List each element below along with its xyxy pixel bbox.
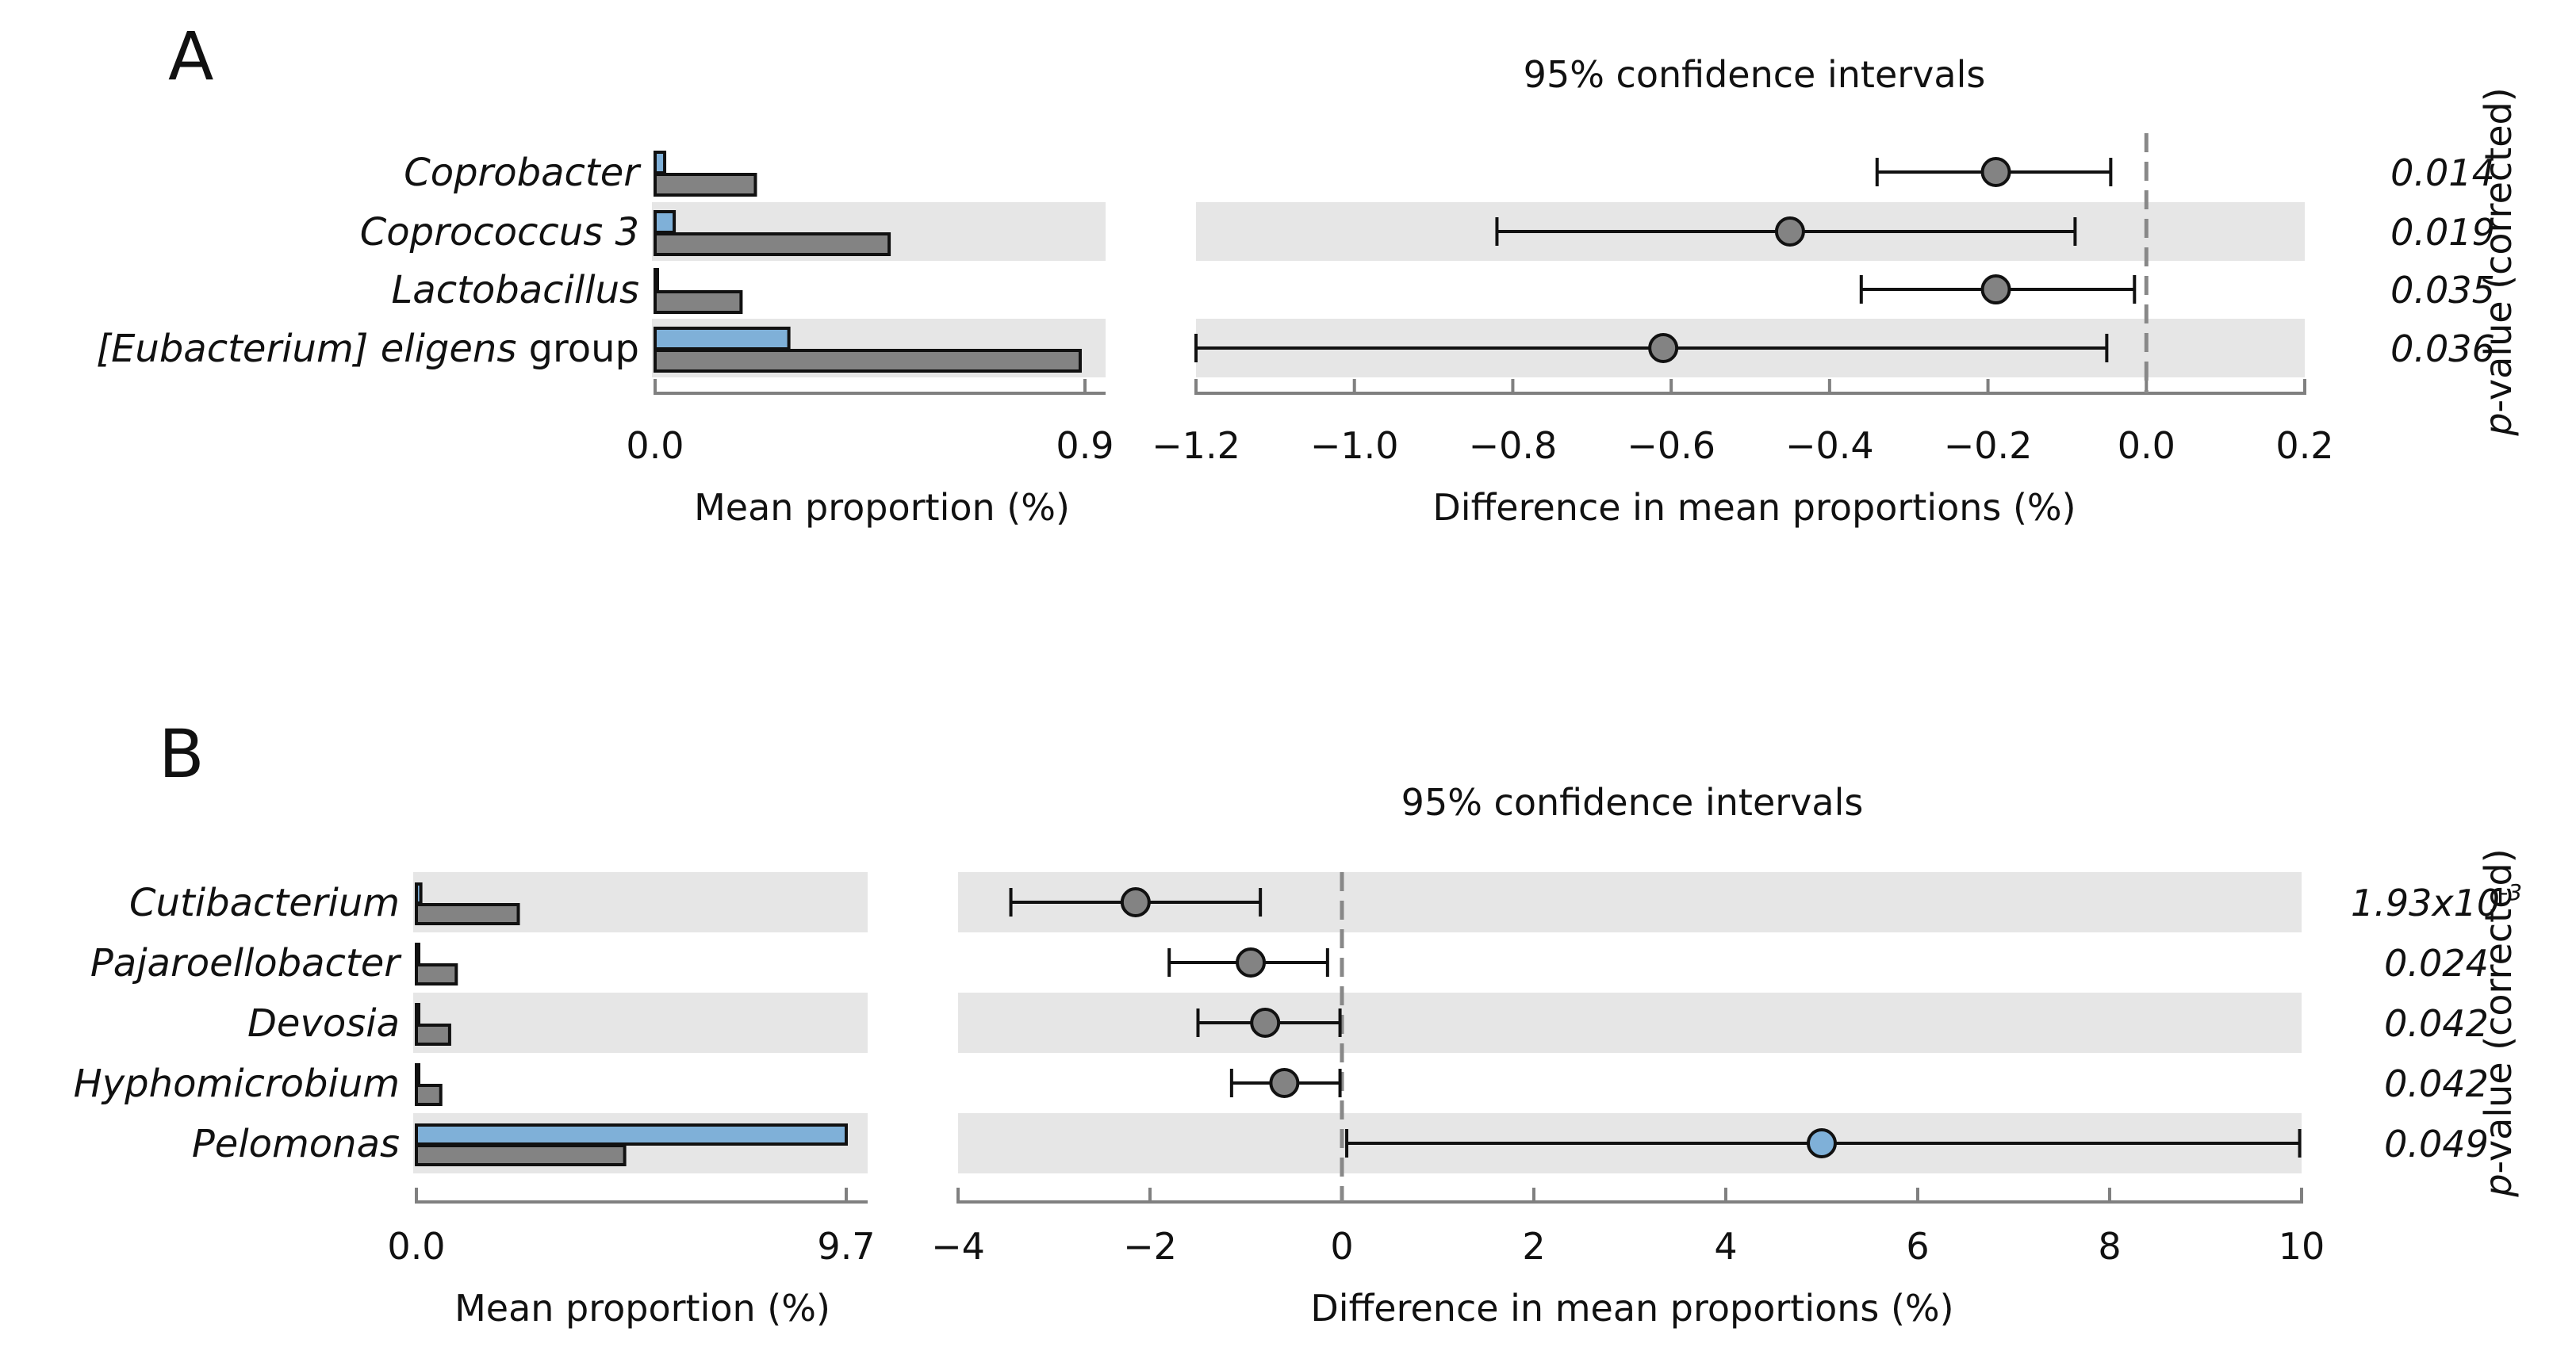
taxon-label: [Eubacterium] eligens group [96,327,639,371]
panel-b: B 95% confidence intervals Cutibacterium Pa… [74,715,2522,1330]
panel-letter: B [159,715,205,793]
diff-axis-tick-label: 0 [1330,1225,1353,1268]
taxon-label: Cutibacterium [129,881,400,925]
diff-axis-tick-label: 6 [1906,1225,1929,1268]
ci-point [1236,947,1267,978]
taxon-label: Coprococcus 3 [360,210,639,255]
p-value-exponent: -3 [2500,879,2522,905]
bar-axis-tick-label: 0.9 [1056,424,1114,467]
p-value-axis-title-italic: p [2477,412,2520,436]
row-stripe-ci [958,993,2302,1053]
diff-axis-tick-label: −0.2 [1944,424,2033,467]
bar-axis-tick-label: 0.0 [387,1225,445,1268]
ci-point [1250,1008,1281,1038]
bar-group-gray [415,1084,443,1106]
taxon-label: Devosia [247,1001,400,1046]
ci-point [1807,1128,1837,1158]
bar-group-gray [654,290,743,314]
p-value-axis-title: p-value (corrected) [2477,848,2520,1197]
ci-point [1269,1068,1300,1098]
bar-axis-label: Mean proportion (%) [454,1287,830,1330]
bar-group-blue [415,1063,420,1085]
ci-point [1980,157,2011,187]
ci-point [1648,333,1679,363]
ci-point [1120,887,1151,917]
bar-axis-label: Mean proportion (%) [694,486,1070,529]
p-value: 0.042 [2384,1062,2489,1105]
taxon-label: Pajaroellobacter [90,941,402,986]
diff-axis-label: Difference in mean proportions (%) [1310,1287,1953,1330]
diff-axis-tick-label: 0.0 [2118,424,2175,467]
diff-axis-tick-label: −2 [1123,1225,1177,1268]
diff-axis-tick-label: −0.6 [1627,424,1715,467]
row-stripe-bar [413,993,868,1053]
bar-group-blue [654,151,667,174]
bar-axis-tick-label: 9.7 [817,1225,875,1268]
bar-group-blue [654,268,659,292]
diff-axis-tick-label: 2 [1522,1225,1545,1268]
diff-axis-tick-label: 4 [1714,1225,1737,1268]
ci-point [1980,274,2011,304]
p-value: 0.035 [2390,269,2495,312]
p-value: 1.93x10-3 [2351,879,2522,924]
bar-group-gray [654,173,757,197]
bar-group-blue [415,1003,420,1025]
diff-axis-tick-label: −1.2 [1152,424,1240,467]
bar-group-gray [415,903,520,925]
diff-axis-tick-label: −4 [931,1225,985,1268]
bar-group-gray [415,1024,451,1046]
bar-axis-tick-label: 0.0 [626,424,684,467]
bar-group-gray [415,963,458,986]
p-value: 0.019 [2390,211,2495,254]
diff-axis-tick-label: −0.4 [1785,424,1874,467]
p-value: 0.049 [2384,1123,2489,1165]
diff-axis-tick-label: −0.8 [1469,424,1558,467]
p-value-axis-title: p-value (corrected) [2477,87,2520,436]
panel-letter: A [168,17,213,95]
bar-group-blue [415,882,423,905]
p-value: 0.042 [2384,1002,2489,1045]
p-value: 0.024 [2384,942,2489,985]
taxon-label: Pelomonas [192,1122,400,1166]
diff-axis-label: Difference in mean proportions (%) [1432,486,2076,529]
bar-group-blue [654,210,677,234]
p-value: 0.036 [2390,327,2495,370]
diff-axis-tick-label: 8 [2098,1225,2121,1268]
bar-group-blue [415,1123,848,1146]
panel-a: A 95% confidence intervals Coprobacter Copr… [96,17,2520,529]
ci-point [1774,216,1805,247]
diff-axis-tick-label: 0.2 [2275,424,2333,467]
bar-group-gray [654,349,1082,373]
bar-group-gray [415,1144,627,1166]
taxon-label: Coprobacter [404,151,642,195]
bar-group-gray [654,232,891,256]
ci-title: 95% confidence intervals [1524,53,1986,96]
taxon-label: Hyphomicrobium [74,1062,400,1106]
bar-group-blue [654,327,791,350]
p-value-axis-title-italic: p [2477,1173,2520,1197]
taxon-label: Lactobacillus [392,268,639,312]
p-value: 0.014 [2390,151,2495,194]
bar-group-blue [415,943,420,965]
taxon-label-suffix: group [516,327,639,371]
diff-axis-tick-label: 10 [2279,1225,2325,1268]
ci-title: 95% confidence intervals [1401,781,1864,824]
diff-axis-tick-label: −1.0 [1310,424,1399,467]
